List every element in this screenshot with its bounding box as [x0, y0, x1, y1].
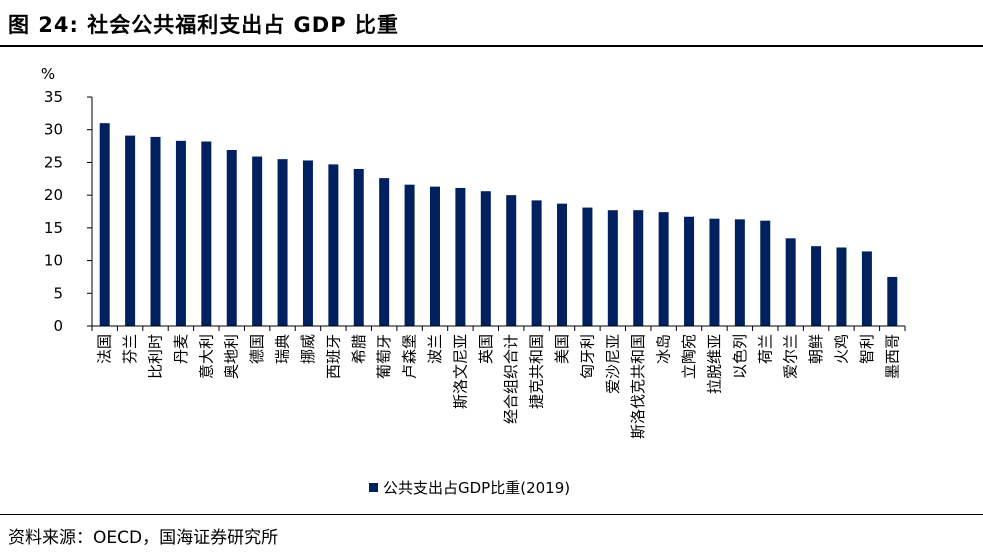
x-tick-label: 希腊 [350, 334, 368, 364]
bar [150, 136, 161, 326]
bar [480, 191, 491, 326]
x-tick-label: 西班牙 [324, 334, 342, 379]
bar [404, 184, 415, 326]
y-tick-label: 25 [44, 153, 63, 171]
legend: 公共支出占GDP比重(2019) [369, 479, 570, 497]
x-tick-label: 英国 [477, 334, 495, 364]
x-tick-label: 立陶宛 [680, 334, 698, 379]
bar [633, 210, 644, 326]
bar [125, 135, 136, 326]
x-tick-label: 以色列 [731, 334, 749, 379]
bar [175, 140, 186, 326]
x-tick-label: 爱沙尼亚 [604, 334, 622, 394]
bar [506, 195, 517, 326]
x-tick-label: 斯洛文尼亚 [451, 334, 469, 409]
x-tick-label: 爱尔兰 [782, 334, 800, 379]
x-tick-label: 奥地利 [223, 334, 241, 379]
title-bar: 图 24: 社会公共福利支出占 GDP 比重 [0, 0, 983, 46]
x-tick-label: 拉脱维亚 [705, 334, 723, 394]
x-tick-label: 瑞典 [274, 334, 292, 364]
y-tick-label: 20 [44, 186, 63, 204]
source-note: 资料来源：OECD，国海证券研究所 [8, 528, 279, 548]
x-tick-label: 斯洛伐克共和国 [629, 334, 647, 439]
bar [455, 187, 466, 326]
bar [607, 210, 618, 326]
x-tick-label: 波兰 [426, 334, 444, 364]
bar [531, 200, 542, 326]
bar [760, 220, 771, 326]
bar [201, 141, 212, 326]
bars [99, 123, 898, 327]
x-tick-label: 挪威 [299, 334, 317, 364]
y-tick-label: 5 [53, 284, 63, 302]
bar [836, 247, 847, 326]
bar [709, 218, 720, 326]
bar [252, 156, 263, 326]
bar [328, 164, 339, 326]
y-tick-label: 10 [44, 252, 63, 270]
bar [582, 207, 593, 326]
figure-title: 图 24: 社会公共福利支出占 GDP 比重 [8, 13, 399, 37]
x-tick-label: 朝鲜 [807, 334, 825, 364]
x-tick-label: 葡萄牙 [375, 334, 393, 379]
x-tick-label: 法国 [96, 334, 114, 364]
legend-swatch [369, 483, 378, 492]
legend-label: 公共支出占GDP比重(2019) [383, 479, 570, 497]
x-tick-label: 智利 [858, 334, 876, 364]
bar [861, 251, 872, 326]
bar [226, 149, 237, 326]
x-tick-label: 火鸡 [832, 334, 850, 364]
bar [658, 212, 669, 326]
bar [302, 160, 313, 326]
x-tick-label: 丹麦 [172, 334, 190, 364]
x-tick-label: 卢森堡 [401, 334, 419, 379]
y-tick-label: 15 [44, 219, 63, 237]
bar [684, 216, 695, 326]
bar [277, 159, 288, 326]
title-divider [0, 45, 983, 47]
bar-chart: % 0 5 10 15 20 25 30 35 法国 芬兰 比利时 丹麦 意大利 奥地利 德国 瑞典 挪威 西班牙… [41, 65, 906, 497]
bar [785, 238, 796, 326]
y-tick-label: 35 [44, 88, 63, 106]
x-tick-label: 荷兰 [756, 334, 774, 364]
x-tick-label: 墨西哥 [883, 334, 901, 379]
bar [734, 219, 745, 326]
bar [429, 186, 440, 326]
bar [99, 123, 110, 327]
x-tick-label: 经合组织合计 [502, 334, 520, 424]
x-tick-label: 德国 [248, 334, 266, 364]
x-tick-label: 美国 [553, 334, 571, 364]
y-unit-label: % [41, 65, 55, 83]
bar [353, 168, 364, 326]
y-tick-label: 0 [53, 317, 63, 335]
bar [557, 203, 568, 326]
x-tick-label: 冰岛 [655, 334, 673, 364]
x-tick-label: 比利时 [147, 334, 165, 379]
y-axis: % 0 5 10 15 20 25 30 35 [41, 65, 93, 335]
bar [887, 276, 898, 326]
x-tick-label: 芬兰 [121, 334, 139, 364]
y-tick-label: 30 [44, 121, 63, 139]
bar [379, 178, 390, 326]
x-axis: 法国 芬兰 比利时 丹麦 意大利 奥地利 德国 瑞典 挪威 西班牙 希腊 葡萄牙 卢森堡 波兰 斯洛文尼亚英… [91, 325, 906, 439]
x-tick-label: 意大利 [197, 334, 215, 379]
x-tick-label: 捷克共和国 [528, 334, 546, 409]
footer-divider [0, 514, 983, 515]
bar [811, 246, 822, 326]
x-tick-label: 匈牙利 [578, 334, 596, 379]
